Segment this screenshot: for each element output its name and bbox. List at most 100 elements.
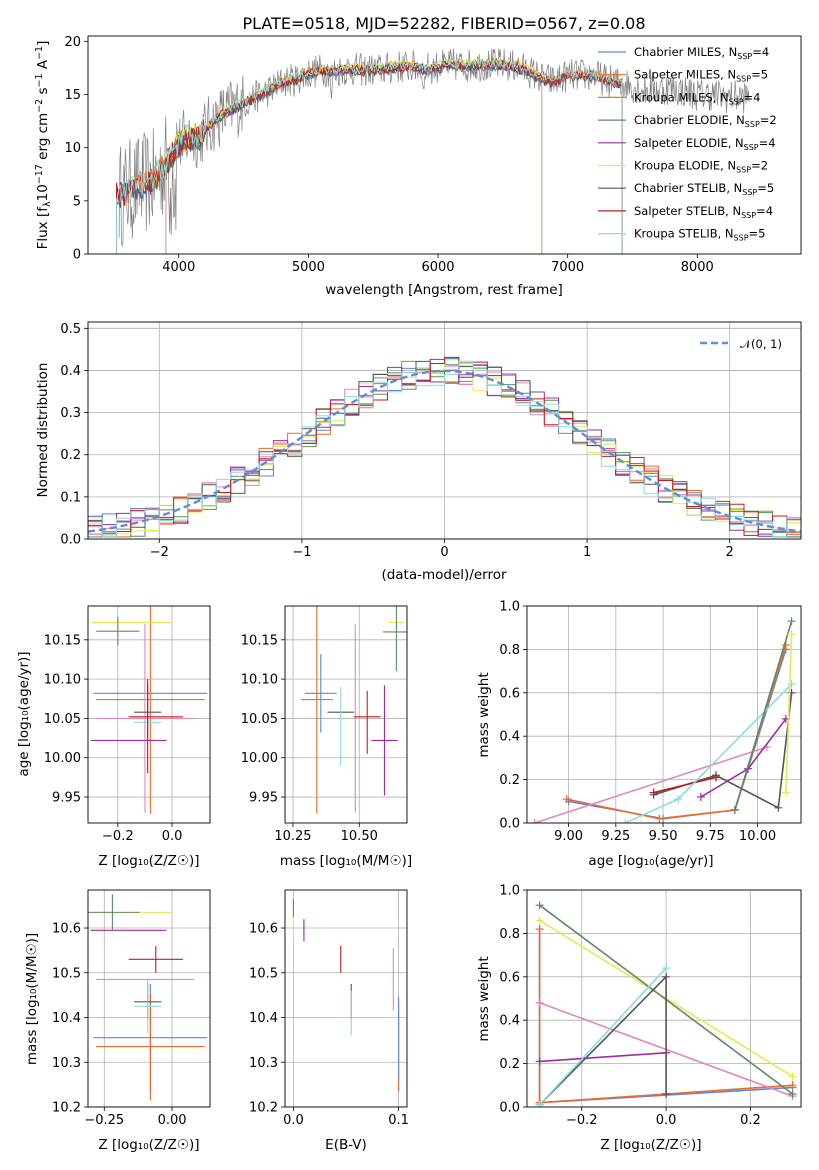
y-tick-label: 0.0 — [499, 817, 520, 832]
x-tick-label: 6000 — [421, 260, 454, 275]
weight-vs-Z-series — [535, 901, 797, 1107]
y-tick-label: 0.0 — [499, 1101, 520, 1116]
legend-label-value: =5 — [749, 227, 766, 241]
weight-marker — [564, 797, 573, 806]
panel-5-frame — [87, 889, 211, 1108]
model-spectrum-salpeter_miles — [116, 58, 623, 254]
x-tick-label: 9.25 — [601, 829, 630, 844]
weight-line-kroupa_stelib — [539, 967, 667, 1106]
y-tick-label: 0.2 — [499, 773, 520, 788]
y-tick-label: 0.6 — [499, 686, 520, 701]
panel-5-axes — [84, 890, 210, 1111]
weight-marker — [535, 916, 544, 925]
x-tick-label: 0.0 — [656, 1113, 677, 1128]
spectrum-title: PLATE=0518, MJD=52282, FIBERID=0567, z=0… — [242, 14, 645, 33]
weight-marker — [535, 998, 544, 1007]
legend-label-subscript: SSP — [736, 75, 751, 84]
legend-label-value: =5 — [751, 68, 768, 82]
x-tick-label: 8000 — [681, 260, 714, 275]
weight-line-pink — [534, 746, 768, 823]
weight-marker — [787, 617, 796, 626]
y-tick-label: 10.4 — [52, 1011, 81, 1026]
y-tick-label: 1.0 — [499, 600, 520, 615]
y-tick-label: 10.5 — [52, 966, 81, 981]
legend-label-chabrier_stelib: Chabrier STELIB, NSSP=5 — [634, 181, 774, 197]
legend-label-text: Kroupa STELIB, N — [634, 227, 734, 241]
age-vs-mass-points — [300, 606, 407, 814]
weight-marker — [674, 795, 683, 804]
panel-7-frame — [526, 889, 802, 1108]
x-tick-label: 2 — [726, 545, 734, 560]
legend-label-text: Salpeter MILES, N — [634, 68, 736, 82]
weight-marker — [788, 1081, 797, 1090]
weight-marker — [655, 814, 664, 823]
legend-label-subscript: SSP — [741, 211, 756, 220]
weight-marker — [696, 792, 705, 801]
y-tick-label: 10.00 — [241, 751, 278, 766]
weight-marker — [535, 1100, 544, 1107]
legend-label-kroupa_elodie: Kroupa ELODIE, NSSP=2 — [634, 159, 768, 175]
weight-line-salpeter_elodie — [539, 1052, 667, 1063]
y-tick-label: 10.2 — [249, 1101, 278, 1116]
legend-label-subscript: SSP — [729, 97, 744, 106]
y-tick-label: 0.1 — [60, 490, 81, 505]
weight-vs-Z-xlabel: Z [log₁₀(Z/Z☉)] — [600, 1137, 701, 1153]
y-tick-label: 10.4 — [249, 1011, 278, 1026]
x-tick-label: 4000 — [162, 260, 195, 275]
legend-label-text: Salpeter STELIB, N — [634, 204, 741, 218]
mass-vs-Z-ylabel: mass [log₁₀(M/M☉)] — [24, 933, 40, 1065]
x-tick-label: 0 — [440, 545, 448, 560]
x-tick-label: 0.00 — [158, 1113, 187, 1128]
weight-marker — [662, 1089, 671, 1098]
ylabel-part: λ — [42, 201, 53, 207]
x-tick-label: 7000 — [551, 260, 584, 275]
x-tick-label: 0.1 — [388, 1113, 409, 1128]
ylabel-part: A — [35, 59, 51, 73]
age-vs-Z-xlabel: Z [log₁₀(Z/Z☉)] — [98, 853, 199, 869]
weight-vs-age-ylabel: mass weight — [476, 672, 492, 757]
spectrum-ylabel: Flux [fλ10−17 erg cm−2 s−1 A−1] — [34, 41, 53, 250]
legend-label-subscript: SSP — [742, 188, 757, 197]
ylabel-part: −1 — [34, 46, 45, 60]
mass-vs-Z-xlabel: Z [log₁₀(Z/Z☉)] — [98, 1137, 199, 1153]
ylabel-part: ] — [35, 41, 51, 46]
weight-line-chabrier_miles — [568, 649, 787, 820]
y-tick-label: 10.10 — [241, 673, 278, 688]
weight-marker — [530, 819, 539, 823]
x-tick-label: 1 — [583, 545, 591, 560]
x-tick-label: 0.0 — [162, 829, 183, 844]
ylabel-part: −17 — [34, 164, 45, 184]
weight-marker — [649, 788, 658, 797]
legend-label-text: Kroupa ELODIE, N — [634, 159, 736, 173]
y-tick-label: 10.2 — [52, 1101, 81, 1116]
x-tick-label: 5000 — [292, 260, 325, 275]
weight-marker — [774, 803, 783, 812]
legend-label-value: =2 — [760, 113, 777, 127]
y-tick-label: 20 — [64, 35, 81, 50]
model-spectrum-kroupa_miles — [116, 57, 623, 254]
legend-label-chabrier_elodie: Chabrier ELODIE, NSSP=2 — [634, 113, 777, 129]
histogram-steps — [88, 356, 801, 538]
ylabel-part: erg cm — [35, 113, 51, 164]
x-tick-label: −0.2 — [566, 1113, 598, 1128]
panel-1-frame — [87, 321, 802, 540]
y-tick-label: 10.3 — [52, 1056, 81, 1071]
age-vs-Z-points — [90, 606, 208, 814]
y-tick-label: 9.95 — [249, 791, 278, 806]
model-spectrum-chabrier_elodie — [165, 60, 543, 254]
ylabel-part: Flux [f — [35, 206, 51, 250]
weight-marker — [621, 819, 630, 823]
panel-4-frame — [526, 605, 802, 824]
x-tick-label: −0.25 — [84, 1113, 124, 1128]
legend-label-salpeter_stelib: Salpeter STELIB, NSSP=4 — [634, 204, 773, 220]
y-tick-label: 5 — [73, 194, 81, 209]
legend-label-value: =2 — [751, 159, 768, 173]
y-tick-label: 0.4 — [60, 364, 81, 379]
legend-label-text: Chabrier ELODIE, N — [634, 113, 745, 127]
panel-3-frame — [284, 605, 408, 824]
x-tick-label: 10.25 — [274, 829, 311, 844]
y-tick-label: 10 — [64, 141, 81, 156]
weight-vs-age-series — [530, 617, 796, 823]
